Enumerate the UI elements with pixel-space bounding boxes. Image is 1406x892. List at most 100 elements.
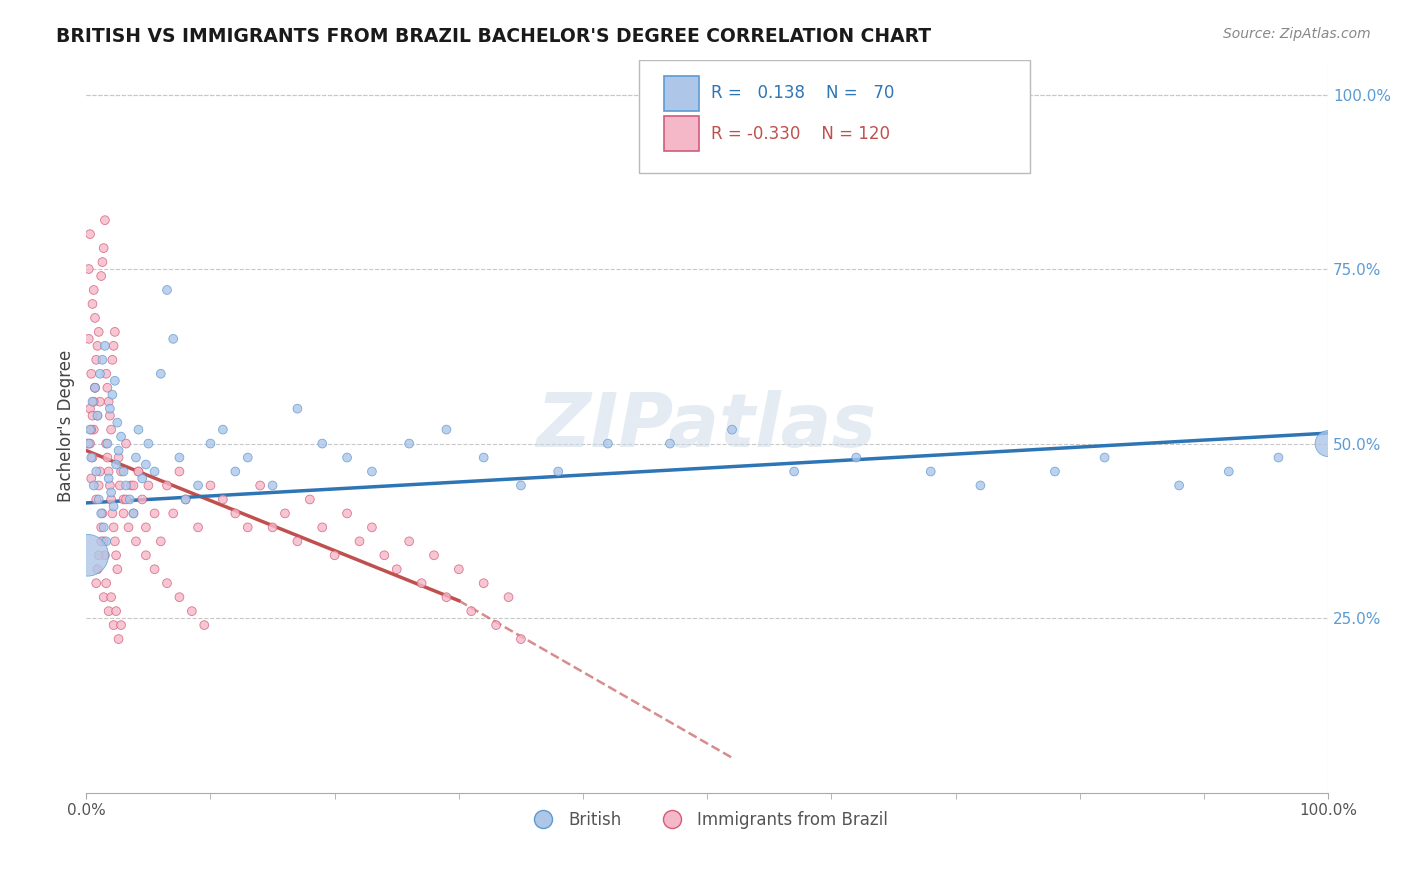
Point: [117, 520, 139, 534]
Point: [91, 255, 114, 269]
Point: [83, 478, 105, 492]
Point: [77, 262, 100, 277]
Point: [100, 423, 122, 437]
Point: [187, 478, 209, 492]
Point: [143, 562, 166, 576]
Point: [93, 534, 115, 549]
Point: [162, 507, 184, 521]
Point: [93, 590, 115, 604]
Point: [96, 436, 118, 450]
Point: [89, 465, 111, 479]
Text: BRITISH VS IMMIGRANTS FROM BRAZIL BACHELOR'S DEGREE CORRELATION CHART: BRITISH VS IMMIGRANTS FROM BRAZIL BACHEL…: [56, 27, 931, 45]
Point: [472, 450, 495, 465]
Point: [83, 283, 105, 297]
Point: [105, 562, 128, 576]
Point: [349, 534, 371, 549]
Point: [169, 450, 191, 465]
Point: [77, 436, 100, 450]
Point: [411, 576, 433, 591]
Point: [262, 478, 284, 492]
Point: [447, 562, 470, 576]
Point: [200, 478, 222, 492]
Point: [125, 450, 148, 465]
Point: [100, 492, 122, 507]
Point: [122, 507, 145, 521]
Point: [80, 471, 103, 485]
Point: [143, 465, 166, 479]
Point: [86, 409, 108, 423]
Point: [162, 332, 184, 346]
Point: [373, 549, 395, 563]
Point: [135, 458, 157, 472]
Point: [127, 423, 149, 437]
Point: [1267, 450, 1289, 465]
Point: [156, 478, 179, 492]
Point: [122, 507, 145, 521]
FancyBboxPatch shape: [638, 60, 1031, 173]
Point: [87, 478, 110, 492]
Point: [94, 213, 117, 227]
Point: [721, 423, 744, 437]
Point: [108, 478, 131, 492]
Point: [398, 436, 420, 450]
Point: [547, 465, 569, 479]
Point: [96, 576, 118, 591]
Point: [96, 450, 118, 465]
Point: [112, 465, 135, 479]
Point: [224, 507, 246, 521]
Point: [97, 394, 120, 409]
Point: [169, 590, 191, 604]
Point: [149, 534, 172, 549]
Point: [110, 429, 132, 443]
Point: [156, 283, 179, 297]
Point: [77, 332, 100, 346]
Point: [423, 549, 446, 563]
Point: [79, 423, 101, 437]
Point: [436, 423, 458, 437]
Point: [97, 471, 120, 485]
Point: [274, 507, 297, 521]
Point: [920, 465, 942, 479]
Point: [104, 534, 127, 549]
Point: [596, 436, 619, 450]
Point: [79, 401, 101, 416]
Point: [336, 507, 359, 521]
Point: [135, 520, 157, 534]
Point: [87, 549, 110, 563]
Point: [79, 227, 101, 241]
Point: [472, 576, 495, 591]
Point: [89, 394, 111, 409]
Point: [398, 534, 420, 549]
Point: [98, 409, 121, 423]
Point: [485, 618, 508, 632]
Point: [510, 632, 533, 646]
Point: [115, 492, 138, 507]
Point: [96, 381, 118, 395]
Point: [80, 367, 103, 381]
Point: [84, 352, 107, 367]
Point: [969, 478, 991, 492]
Point: [104, 325, 127, 339]
Point: [385, 562, 408, 576]
Text: R =   0.138    N =   70: R = 0.138 N = 70: [711, 85, 894, 103]
Point: [91, 352, 114, 367]
Point: [174, 492, 197, 507]
Point: [115, 478, 138, 492]
Point: [84, 381, 107, 395]
Point: [138, 478, 160, 492]
Point: [1043, 465, 1066, 479]
Point: [174, 492, 197, 507]
Point: [82, 394, 104, 409]
Point: [107, 632, 129, 646]
Point: [460, 604, 482, 618]
Point: [100, 485, 122, 500]
Point: [336, 450, 359, 465]
Point: [187, 520, 209, 534]
Point: [83, 423, 105, 437]
Point: [101, 507, 124, 521]
Point: [83, 394, 105, 409]
Point: [90, 268, 112, 283]
Point: [361, 520, 384, 534]
Point: [107, 450, 129, 465]
Point: [104, 374, 127, 388]
